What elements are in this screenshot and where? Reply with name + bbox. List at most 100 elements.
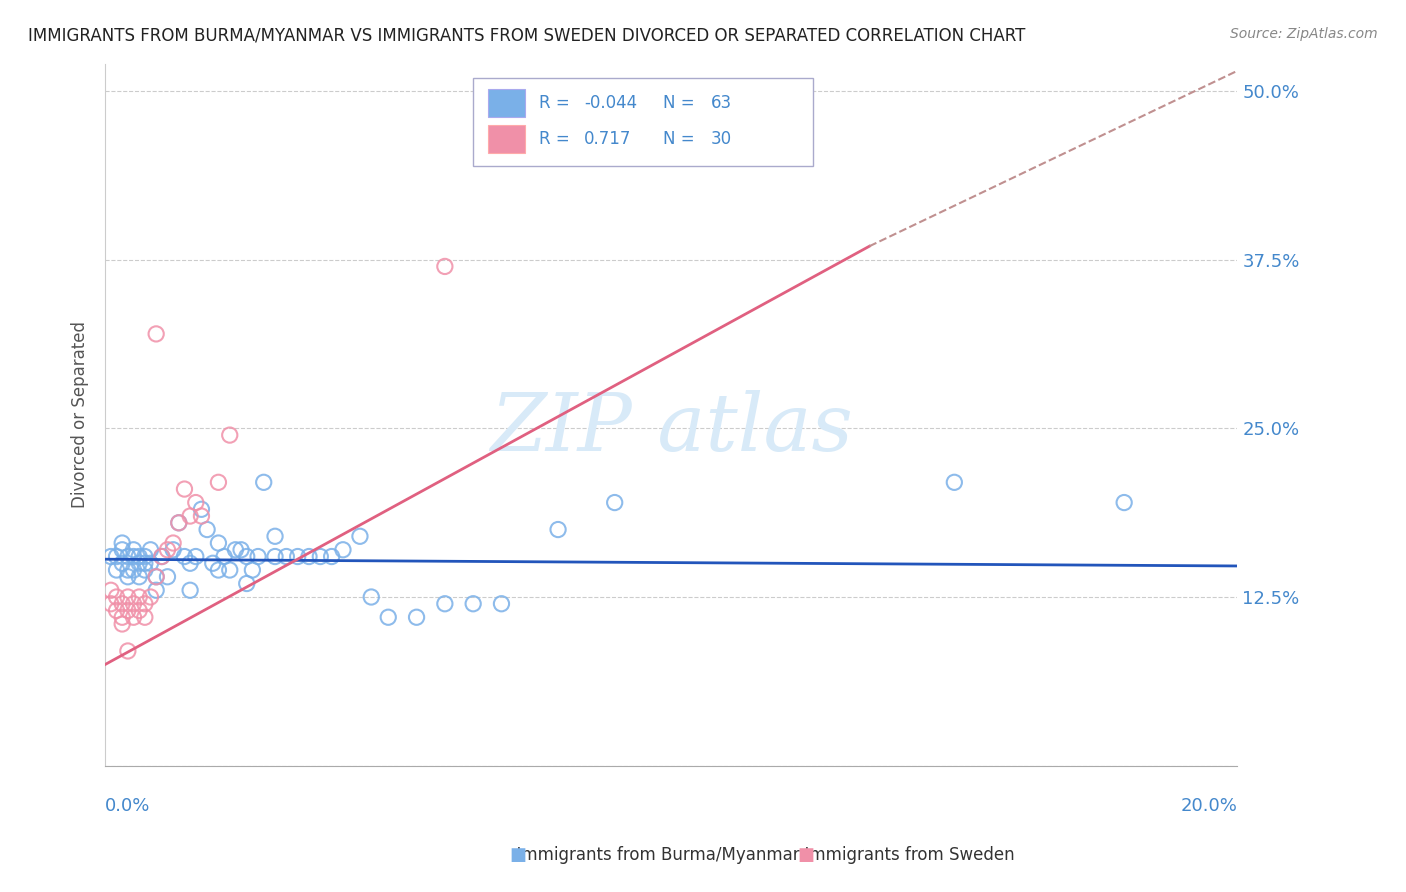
Point: [117, 590, 139, 604]
Point: [145, 583, 167, 598]
Point: [190, 502, 212, 516]
Point: [224, 542, 246, 557]
Point: [264, 549, 287, 564]
Point: [122, 563, 145, 577]
Point: [105, 603, 128, 617]
Point: [167, 516, 190, 530]
Point: [603, 495, 626, 509]
Point: [167, 516, 190, 530]
Point: [145, 570, 167, 584]
Point: [122, 610, 145, 624]
Point: [139, 590, 162, 604]
Point: [377, 610, 399, 624]
Point: [150, 549, 173, 564]
Point: [235, 576, 257, 591]
Point: [298, 549, 321, 564]
Point: [134, 597, 156, 611]
Point: [235, 549, 257, 564]
Point: [179, 583, 201, 598]
Point: [100, 549, 122, 564]
Point: [229, 542, 252, 557]
Point: [242, 563, 264, 577]
Point: [105, 563, 128, 577]
Point: [105, 549, 128, 564]
Point: [184, 495, 207, 509]
Point: [128, 590, 150, 604]
Point: [128, 603, 150, 617]
Point: [128, 556, 150, 570]
Point: [179, 556, 201, 570]
Point: [111, 597, 134, 611]
Point: [179, 509, 201, 524]
Point: [128, 570, 150, 584]
Y-axis label: Divorced or Separated: Divorced or Separated: [72, 321, 89, 508]
Point: [117, 644, 139, 658]
Point: [247, 549, 270, 564]
Point: [117, 549, 139, 564]
Point: [111, 536, 134, 550]
Point: [111, 542, 134, 557]
Text: N =: N =: [664, 130, 700, 148]
Point: [201, 556, 224, 570]
Text: 63: 63: [711, 94, 733, 112]
Point: [207, 475, 229, 490]
Point: [491, 597, 513, 611]
Point: [433, 260, 456, 274]
Point: [156, 542, 179, 557]
Point: [122, 597, 145, 611]
Text: Immigrants from Burma/Myanmar: Immigrants from Burma/Myanmar: [506, 846, 800, 863]
Point: [128, 549, 150, 564]
Text: ■: ■: [797, 846, 814, 863]
Text: R =: R =: [538, 130, 575, 148]
Point: [111, 617, 134, 632]
Point: [218, 428, 240, 442]
Point: [309, 549, 332, 564]
FancyBboxPatch shape: [488, 88, 526, 117]
Text: Source: ZipAtlas.com: Source: ZipAtlas.com: [1230, 27, 1378, 41]
Text: -0.044: -0.044: [583, 94, 637, 112]
Point: [100, 583, 122, 598]
Point: [173, 549, 195, 564]
Point: [173, 482, 195, 496]
Point: [117, 570, 139, 584]
Point: [360, 590, 382, 604]
Point: [111, 556, 134, 570]
Point: [218, 563, 240, 577]
Point: [162, 536, 184, 550]
Point: [433, 597, 456, 611]
Point: [122, 542, 145, 557]
Point: [943, 475, 966, 490]
Text: N =: N =: [664, 94, 700, 112]
Point: [134, 556, 156, 570]
Text: ■: ■: [509, 846, 526, 863]
Point: [150, 549, 173, 564]
Text: ZIP atlas: ZIP atlas: [489, 390, 852, 467]
Point: [145, 326, 167, 341]
Point: [117, 603, 139, 617]
Point: [195, 523, 218, 537]
Point: [117, 563, 139, 577]
Point: [264, 529, 287, 543]
Point: [332, 542, 354, 557]
FancyBboxPatch shape: [488, 125, 526, 153]
Text: 20.0%: 20.0%: [1181, 797, 1237, 815]
Point: [184, 549, 207, 564]
Point: [405, 610, 427, 624]
Point: [134, 610, 156, 624]
Point: [212, 549, 235, 564]
Point: [463, 597, 485, 611]
Point: [276, 549, 298, 564]
Point: [321, 549, 343, 564]
Point: [139, 542, 162, 557]
Point: [1114, 495, 1136, 509]
Point: [287, 549, 309, 564]
Text: 0.0%: 0.0%: [105, 797, 150, 815]
Point: [190, 509, 212, 524]
Point: [162, 542, 184, 557]
Point: [105, 590, 128, 604]
Point: [207, 563, 229, 577]
Point: [349, 529, 371, 543]
Point: [145, 570, 167, 584]
Point: [134, 563, 156, 577]
Point: [122, 549, 145, 564]
